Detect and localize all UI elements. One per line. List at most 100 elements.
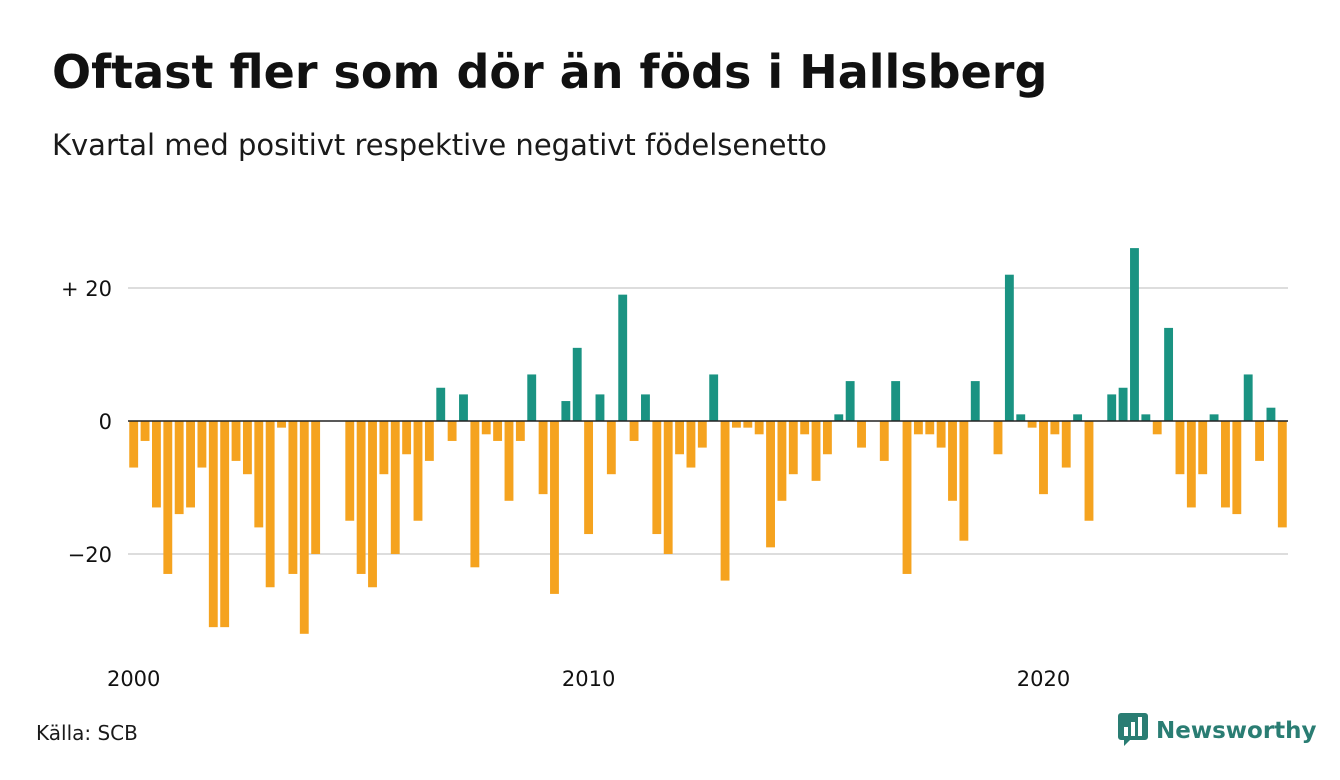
bar <box>902 421 912 574</box>
bar <box>788 421 798 475</box>
bar <box>481 421 491 435</box>
bar <box>1050 421 1060 435</box>
bar <box>277 421 286 428</box>
bar <box>663 421 673 554</box>
axis-labels: + 20 0 −20 2000 2010 2020 <box>61 277 1070 691</box>
bar <box>754 421 764 435</box>
bar <box>231 421 241 461</box>
y-tick-label: + 20 <box>61 277 112 301</box>
bar <box>845 381 855 421</box>
bar <box>288 421 298 574</box>
bar <box>356 421 366 574</box>
bar <box>857 421 866 448</box>
brand-name: Newsworthy <box>1156 718 1317 744</box>
bar <box>220 421 230 628</box>
bar <box>379 421 389 475</box>
bar <box>1232 421 1242 515</box>
bar <box>697 421 707 448</box>
bar <box>993 421 1003 455</box>
bar-chart: + 20 0 −20 2000 2010 2020 <box>61 248 1288 691</box>
bar <box>265 421 275 588</box>
bar <box>959 421 969 541</box>
bar <box>606 421 616 475</box>
bar <box>629 421 639 441</box>
bar <box>913 421 923 435</box>
bar <box>550 421 559 594</box>
bar <box>459 394 468 421</box>
bar <box>163 421 173 574</box>
bar <box>1084 421 1094 521</box>
bar <box>515 421 525 441</box>
bar <box>208 421 218 628</box>
bar <box>311 421 321 554</box>
source-note: Källa: SCB <box>36 721 138 745</box>
bar <box>822 421 832 455</box>
chart-title: Oftast fler som dör än föds i Hallsberg <box>52 45 1048 99</box>
bar <box>811 421 821 481</box>
bar <box>970 381 980 421</box>
bar <box>879 421 889 461</box>
bar <box>561 401 571 421</box>
bar <box>242 421 252 475</box>
bar <box>174 421 184 515</box>
bar <box>390 421 400 554</box>
bar <box>1277 421 1287 528</box>
bar <box>891 381 901 421</box>
bar <box>1118 387 1128 421</box>
bar <box>743 421 753 428</box>
bar <box>618 294 628 421</box>
bar <box>504 421 514 501</box>
bar <box>368 421 377 588</box>
y-tick-label: −20 <box>68 543 112 567</box>
bar <box>584 421 594 535</box>
bar <box>641 394 650 421</box>
bar <box>572 347 582 421</box>
bar <box>197 421 207 468</box>
x-tick-label: 2000 <box>107 667 160 691</box>
bar <box>1141 414 1151 421</box>
bar <box>1243 374 1253 421</box>
bar <box>447 421 457 441</box>
newsworthy-logo[interactable]: Newsworthy <box>1118 712 1317 750</box>
bars <box>129 248 1287 634</box>
bar <box>777 421 787 501</box>
bar <box>1175 421 1185 475</box>
bar <box>936 421 946 448</box>
chart-subtitle: Kvartal med positivt respektive negativt… <box>52 128 827 162</box>
bar <box>1061 421 1071 468</box>
bar <box>527 374 537 421</box>
grid-lines <box>128 287 1288 555</box>
bar <box>709 374 719 421</box>
bar <box>254 421 264 528</box>
bar <box>675 421 684 455</box>
bar <box>1164 327 1174 421</box>
bar <box>1107 394 1117 421</box>
bar <box>299 421 309 634</box>
bar <box>140 421 150 441</box>
bar <box>652 421 662 535</box>
bar <box>129 421 139 468</box>
bar <box>1027 421 1037 428</box>
bar <box>1266 407 1276 421</box>
bar <box>1073 414 1083 421</box>
bar <box>152 421 161 508</box>
bar <box>402 421 412 455</box>
bar <box>186 421 195 508</box>
bar <box>595 394 605 421</box>
bar <box>686 421 696 468</box>
bar <box>345 421 355 521</box>
x-tick-label: 2020 <box>1017 667 1070 691</box>
bar <box>948 421 957 501</box>
bar <box>1004 274 1014 421</box>
bar <box>1209 414 1219 421</box>
y-tick-label: 0 <box>99 410 112 434</box>
bar <box>413 421 423 521</box>
bar <box>424 421 434 461</box>
bar <box>925 421 935 435</box>
newsworthy-bar-chart-logo-icon <box>1118 712 1148 750</box>
bar <box>1198 421 1208 475</box>
bar <box>493 421 503 441</box>
x-tick-label: 2010 <box>562 667 615 691</box>
bar <box>1152 421 1162 435</box>
bar <box>1039 421 1048 495</box>
